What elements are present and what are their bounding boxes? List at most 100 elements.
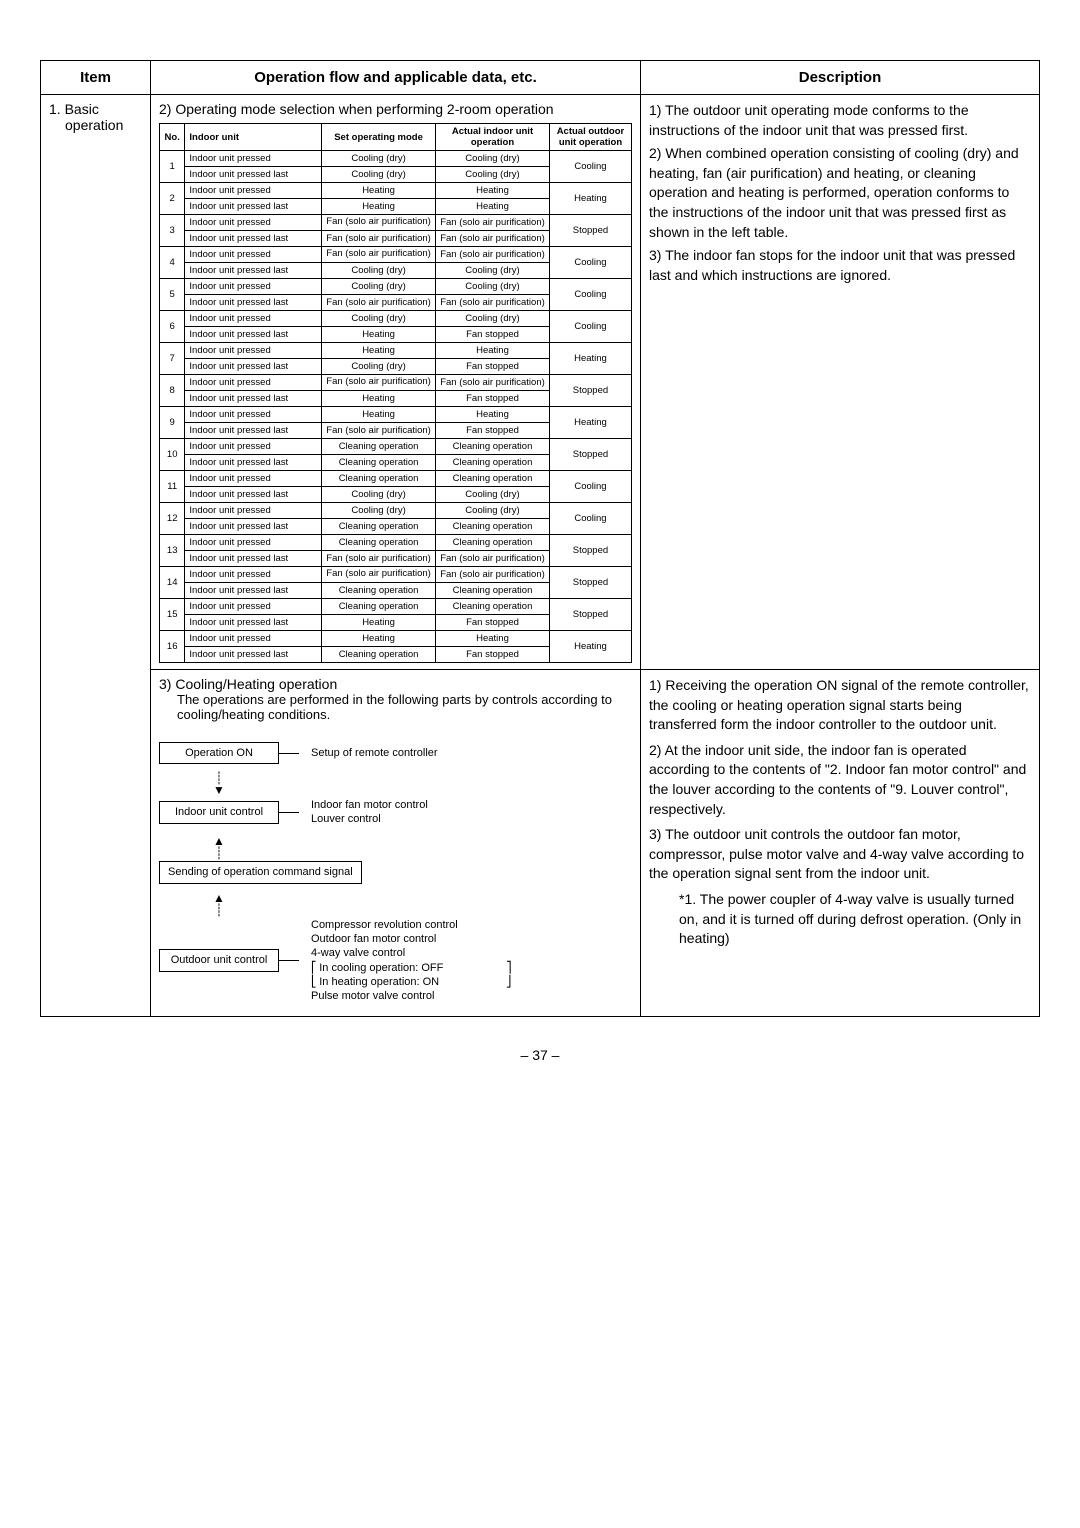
mt-cell-set: Heating [322,407,436,423]
mt-cell-set: Cooling (dry) [322,359,436,375]
mt-cell-actout: Stopped [549,535,631,567]
mt-cell-unit: Indoor unit pressed [185,599,322,615]
main-table: Item Operation flow and applicable data,… [40,60,1040,1017]
header-desc: Description [641,61,1040,95]
flow-cell-section2: 2) Operating mode selection when perform… [151,95,641,670]
mt-cell-set: Cooling (dry) [322,263,436,279]
mt-cell-unit: Indoor unit pressed [185,375,322,391]
mt-cell-actin: Heating [436,631,550,647]
mt-cell-unit: Indoor unit pressed last [185,327,322,343]
section3-sub: The operations are performed in the foll… [159,692,632,722]
mt-cell-set: Cooling (dry) [322,279,436,295]
item-num: 1. [49,101,61,117]
mt-cell-unit: Indoor unit pressed [185,311,322,327]
flow-arrow-icon: ┊▼ [159,770,279,798]
mt-cell-actin: Fan (solo air purification) [436,215,550,231]
desc2-p2: 2) At the indoor unit side, the indoor f… [649,741,1031,819]
flow-box-op-on: Operation ON [159,742,279,764]
mt-cell-unit: Indoor unit pressed last [185,487,322,503]
mt-cell-unit: Indoor unit pressed last [185,295,322,311]
mt-cell-actout: Heating [549,183,631,215]
mt-cell-actin: Fan (solo air purification) [436,551,550,567]
mt-cell-set: Heating [322,631,436,647]
mt-cell-unit: Indoor unit pressed [185,535,322,551]
mt-cell-set: Heating [322,327,436,343]
mt-cell-actin: Cooling (dry) [436,311,550,327]
mt-cell-actout: Stopped [549,567,631,599]
mt-cell-unit: Indoor unit pressed [185,439,322,455]
mt-cell-actin: Cleaning operation [436,455,550,471]
mt-cell-unit: Indoor unit pressed [185,407,322,423]
mt-cell-set: Heating [322,615,436,631]
mt-cell-set: Cleaning operation [322,583,436,599]
mt-cell-unit: Indoor unit pressed [185,503,322,519]
item-cell: 1. Basic operation [41,95,151,1017]
mt-cell-no: 2 [160,183,185,215]
section3-title: 3) Cooling/Heating operation [159,676,632,692]
mt-cell-actin: Cooling (dry) [436,167,550,183]
mt-cell-actin: Cleaning operation [436,583,550,599]
mt-hdr-no: No. [160,124,185,151]
mt-cell-unit: Indoor unit pressed last [185,391,322,407]
mt-cell-no: 11 [160,471,185,503]
item-title-1: Basic [65,101,99,117]
mt-cell-set: Heating [322,391,436,407]
flow-arrow-icon: ▲┊ [159,833,279,861]
mt-cell-actout: Cooling [549,311,631,343]
desc2-p1: 1) Receiving the operation ON signal of … [649,676,1031,735]
mt-hdr-actout: Actual outdoor unit operation [549,124,631,151]
mode-table: No. Indoor unit Set operating mode Actua… [159,123,632,663]
mt-cell-unit: Indoor unit pressed [185,151,322,167]
mt-cell-unit: Indoor unit pressed last [185,263,322,279]
mt-cell-actout: Cooling [549,151,631,183]
desc2-p3: 3) The outdoor unit controls the outdoor… [649,825,1031,884]
mt-cell-set: Cleaning operation [322,439,436,455]
mt-cell-no: 7 [160,343,185,375]
mt-cell-actin: Fan stopped [436,391,550,407]
mt-cell-set: Fan (solo air purification) [322,423,436,439]
mt-cell-actin: Cleaning operation [436,439,550,455]
section2-title: 2) Operating mode selection when perform… [159,101,632,117]
mt-cell-set: Cleaning operation [322,647,436,663]
mt-cell-set: Fan (solo air purification) [322,247,436,263]
flow-diagram: Operation ON Setup of remote controller … [159,742,632,1004]
mt-cell-actin: Fan stopped [436,647,550,663]
item-title-2: operation [49,117,123,133]
mt-cell-unit: Indoor unit pressed [185,343,322,359]
mt-cell-set: Cleaning operation [322,455,436,471]
mt-cell-set: Heating [322,199,436,215]
mt-cell-unit: Indoor unit pressed last [185,167,322,183]
mt-cell-actout: Cooling [549,279,631,311]
mt-cell-unit: Indoor unit pressed last [185,231,322,247]
mt-cell-unit: Indoor unit pressed [185,183,322,199]
mt-cell-actin: Fan stopped [436,423,550,439]
mt-cell-set: Cooling (dry) [322,311,436,327]
mt-cell-actin: Heating [436,407,550,423]
flow-cell-section3: 3) Cooling/Heating operation The operati… [151,670,641,1017]
desc1-p3: 3) The indoor fan stops for the indoor u… [649,246,1031,285]
mt-cell-unit: Indoor unit pressed [185,471,322,487]
flow-connector-icon [279,753,299,754]
mt-cell-actout: Heating [549,343,631,375]
mt-cell-unit: Indoor unit pressed [185,567,322,583]
mt-cell-actout: Stopped [549,375,631,407]
mt-cell-unit: Indoor unit pressed last [185,423,322,439]
mt-cell-unit: Indoor unit pressed [185,247,322,263]
mt-cell-unit: Indoor unit pressed [185,631,322,647]
mt-cell-unit: Indoor unit pressed last [185,519,322,535]
mt-cell-actout: Heating [549,407,631,439]
mt-cell-no: 3 [160,215,185,247]
mt-cell-no: 4 [160,247,185,279]
header-flow: Operation flow and applicable data, etc. [151,61,641,95]
mt-cell-set: Heating [322,183,436,199]
mt-cell-actin: Cooling (dry) [436,263,550,279]
mt-cell-actin: Fan (solo air purification) [436,247,550,263]
flow-connector-icon [279,960,299,961]
mt-cell-no: 14 [160,567,185,599]
flow-text-outdoor: Compressor revolution control Outdoor fa… [299,918,512,1004]
mt-cell-actin: Cooling (dry) [436,487,550,503]
mt-cell-actout: Stopped [549,439,631,471]
mt-cell-no: 8 [160,375,185,407]
desc-cell-1: 1) The outdoor unit operating mode confo… [641,95,1040,670]
mt-cell-no: 12 [160,503,185,535]
